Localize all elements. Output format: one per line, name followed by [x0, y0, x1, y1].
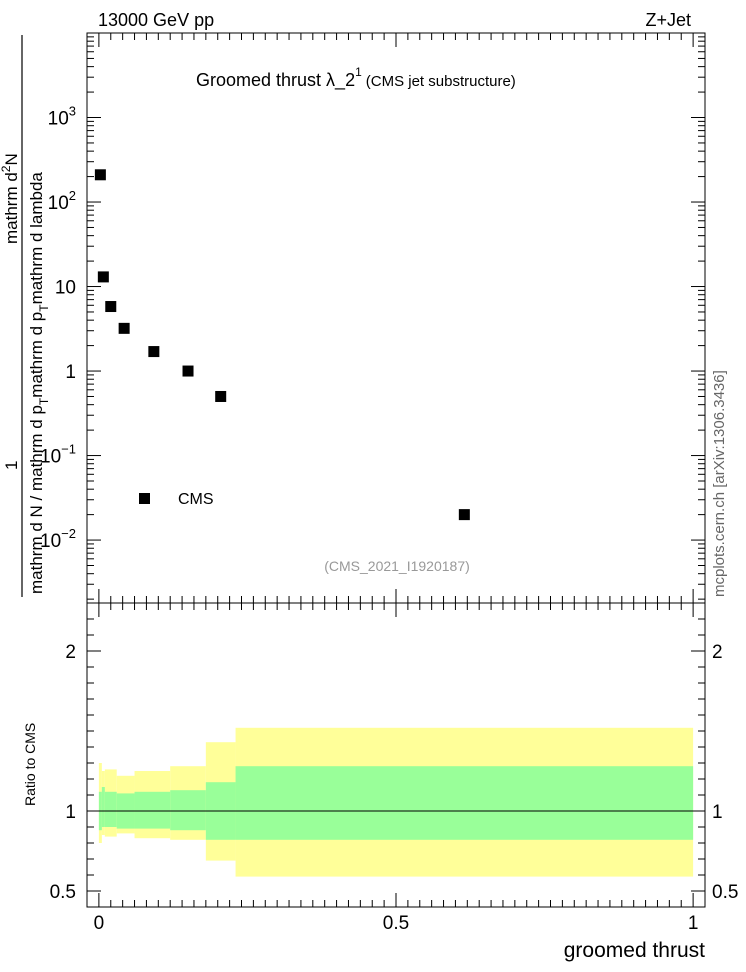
- data-point: [215, 390, 227, 402]
- ratio-panel: 0.5 0.51 12 2 0 0.5 1 Ratio to CMS groomed th…: [22, 602, 739, 962]
- main-y-tick-label: 103: [48, 104, 76, 130]
- ratio-y-ticks: [87, 618, 705, 892]
- y-label-l2-c: mathrm d lambda: [27, 172, 46, 305]
- tick-exp: 2: [69, 188, 76, 203]
- ratio-y-tick-label: 0.5: [50, 882, 76, 903]
- data-points: [94, 169, 470, 521]
- y-label-l2-a: mathrm d N / mathrm d p: [27, 405, 46, 594]
- stat-uncertainty-band: [104, 791, 117, 827]
- tick-exp: −1: [61, 442, 76, 457]
- main-y-ticks: [87, 32, 705, 600]
- main-y-tick-label: 10: [55, 278, 76, 299]
- ratio-bands: [98, 727, 694, 877]
- y-label-l1-sup: 2: [0, 165, 13, 172]
- data-point: [118, 322, 130, 334]
- data-point: [458, 509, 470, 521]
- ratio-y-label: Ratio to CMS: [22, 723, 38, 806]
- main-y-tick-label: 102: [48, 188, 76, 214]
- process-label: Z+Jet: [645, 10, 691, 30]
- stat-uncertainty-band: [134, 791, 171, 829]
- legend-label: CMS: [178, 491, 214, 508]
- y-label-l2-b: mathrm d p: [27, 312, 46, 398]
- stat-uncertainty-band: [170, 790, 206, 831]
- stat-uncertainty-band: [101, 787, 105, 827]
- data-point: [97, 271, 109, 283]
- ratio-x-ticks: [98, 603, 694, 907]
- data-point: [148, 346, 160, 358]
- data-point: [105, 301, 117, 313]
- x-tick-label: 1: [688, 913, 699, 934]
- tick-base: 10: [48, 109, 69, 130]
- y-label-line1: mathrm d2N: [0, 153, 21, 244]
- tick-exp: −2: [61, 526, 76, 541]
- y-label-line2: mathrm d N / mathrm d pTmathrm d pTmathr…: [27, 172, 51, 594]
- tick-base: 1: [65, 362, 76, 383]
- y-label-l2-asub: T: [37, 397, 51, 405]
- tick-base: 10: [40, 447, 61, 468]
- main-y-axis-label: 1 mathrm d2N mathrm d N / mathrm d pTmat…: [0, 35, 51, 597]
- energy-label: 13000 GeV pp: [98, 10, 214, 30]
- x-tick-label: 0.5: [383, 913, 409, 934]
- ratio-y-tick-label-right: 1: [712, 802, 723, 823]
- ratio-y-tick-label-right: 2: [712, 642, 723, 663]
- legend-marker: [139, 493, 150, 504]
- stat-uncertainty-band: [235, 766, 694, 840]
- ratio-y-tick-label-right: 0.5: [712, 882, 738, 903]
- data-point: [94, 169, 106, 181]
- x-tick-label: 0: [94, 913, 105, 934]
- main-y-tick-label: 10−2: [40, 526, 76, 552]
- main-y-tick-label: 1: [65, 362, 76, 383]
- plot-title-main: Groomed thrust λ_2: [196, 70, 355, 91]
- main-y-tick-label: 10−1: [40, 442, 76, 468]
- main-frame: [86, 32, 706, 604]
- tick-base: 10: [40, 531, 61, 552]
- ratio-x-tick-labels: 0 0.5 1: [94, 913, 699, 934]
- analysis-id: (CMS_2021_I1920187): [324, 558, 470, 574]
- side-label: mcplots.cern.ch [arXiv:1306.3436]: [711, 370, 728, 597]
- tick-base: 10: [55, 278, 76, 299]
- plot-title: Groomed thrust λ_21 (CMS jet substructure…: [196, 65, 516, 91]
- ratio-y-tick-labels: 0.5 0.5 1 1 2 2: [50, 642, 739, 903]
- tick-base: 10: [48, 193, 69, 214]
- y-label-l1-a: mathrm d: [2, 172, 21, 244]
- ratio-y-tick-label: 2: [65, 642, 76, 663]
- y-label-l1-b: N: [2, 153, 21, 165]
- x-axis-label: groomed thrust: [564, 939, 705, 962]
- y-label-l2-bsub: T: [37, 304, 51, 312]
- main-x-ticks: [98, 33, 694, 603]
- y-label-numerator: 1: [2, 461, 21, 470]
- data-point: [182, 365, 194, 377]
- plot-title-superscript: 1: [355, 65, 362, 79]
- ratio-y-tick-label: 1: [65, 802, 76, 823]
- tick-exp: 3: [69, 104, 76, 119]
- plot-subtitle: (CMS jet substructure): [366, 73, 516, 90]
